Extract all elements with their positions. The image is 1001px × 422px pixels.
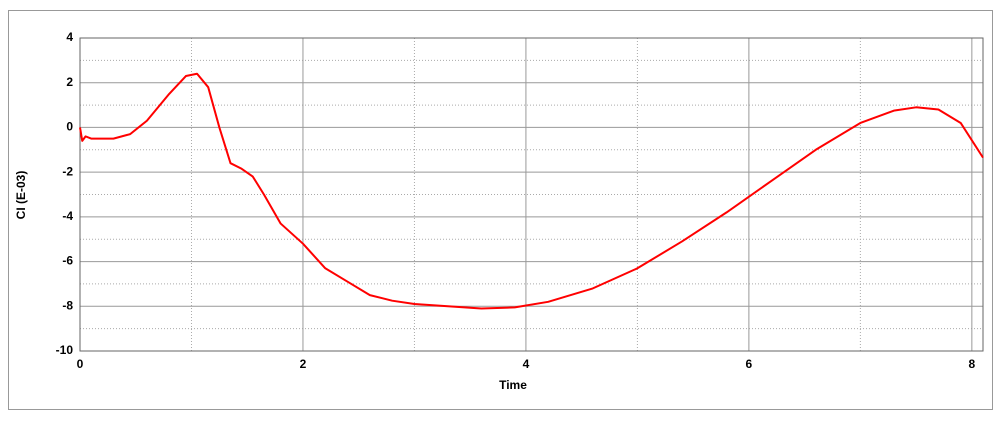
y-tick-label: -6 [62,254,73,268]
y-tick-label: 4 [66,30,73,44]
y-tick-label: 0 [66,120,73,134]
y-tick-label: -8 [62,298,73,312]
x-tick-label: 8 [969,357,976,371]
x-axis-label: Time [499,378,527,392]
x-tick-label: 0 [77,357,84,371]
y-tick-label: -4 [62,209,73,223]
plot-area [79,37,984,352]
y-tick-label: -10 [56,343,74,357]
y-axis-label: CI (E-03) [14,171,28,220]
y-tick-label: 2 [66,75,73,89]
x-tick-label: 4 [523,357,530,371]
x-tick-label: 2 [300,357,307,371]
y-tick-label: -2 [62,164,73,178]
frame [8,10,993,410]
x-tick-label: 6 [746,357,753,371]
data-line [79,72,984,310]
